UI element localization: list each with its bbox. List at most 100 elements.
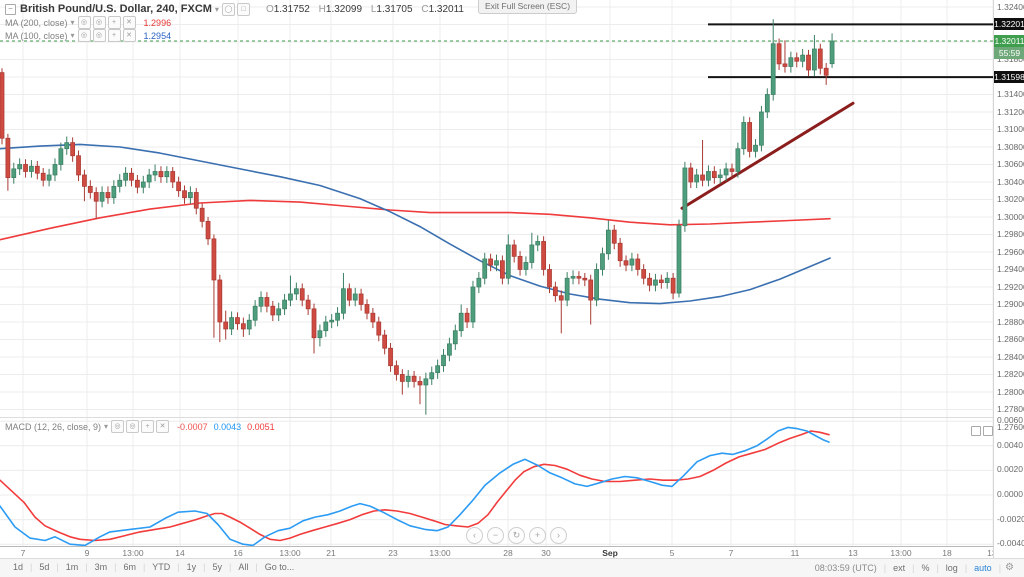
range-ytd[interactable]: YTD — [152, 562, 171, 572]
range-all[interactable]: All — [238, 562, 249, 572]
indicator-ma100[interactable]: MA (100, close) ▾ ◎ ◎ + ✕ 1.2954 — [5, 29, 172, 42]
price-tick-label: 1.28600 — [997, 334, 1024, 345]
candle-body — [229, 317, 234, 330]
eye-icon[interactable]: ◎ — [111, 420, 125, 433]
maximize-indicator-icon[interactable] — [983, 426, 993, 436]
candle-body — [270, 305, 276, 316]
price-tick-label: 1.31000 — [997, 124, 1024, 135]
collapse-pane-icon[interactable]: − — [5, 3, 16, 15]
candle-body — [470, 286, 476, 323]
plus-icon[interactable]: + — [107, 29, 121, 42]
candle-body — [806, 54, 811, 71]
candle-body — [217, 279, 223, 323]
candle-body — [364, 304, 370, 314]
indicator-macd[interactable]: MACD (12, 26, close, 9) ▾ ◎ ◎ + ✕ -0.0007 0.… — [5, 420, 275, 433]
candle-body — [753, 144, 758, 152]
candle-body — [335, 312, 340, 321]
range-1d[interactable]: 1d — [13, 562, 24, 572]
chevron-down-icon[interactable]: ▾ — [70, 31, 75, 40]
candle-body — [188, 192, 193, 199]
ext-hours-toggle[interactable]: ext — [893, 562, 906, 573]
time-tick-label: 16 — [233, 548, 243, 558]
candle-body — [594, 269, 599, 301]
candle-body — [617, 242, 623, 262]
candle-body — [770, 43, 776, 95]
ma100-line[interactable] — [0, 143, 831, 305]
macd-tick-label: 0.0020 — [997, 464, 1023, 475]
time-tick-label: 11 — [790, 548, 800, 558]
price-tick-label: 1.29000 — [997, 299, 1024, 310]
range-1m[interactable]: 1m — [65, 562, 79, 572]
collapse-indicator-icon[interactable] — [971, 426, 981, 436]
exit-fullscreen-button[interactable]: Exit Full Screen (ESC) — [478, 0, 578, 14]
candle-body — [517, 255, 523, 270]
candle-body — [729, 168, 735, 172]
low-value: 1.31705 — [376, 3, 413, 15]
eye-icon[interactable]: ◎ — [77, 16, 91, 29]
candle-body — [829, 40, 835, 65]
zoom-out-button[interactable]: − — [487, 527, 504, 544]
candle-body — [29, 165, 34, 172]
candle-body — [588, 279, 594, 301]
range-5d[interactable]: 5d — [39, 562, 50, 572]
candle-body — [211, 238, 217, 281]
settings-icon[interactable]: ◎ — [92, 29, 106, 42]
chevron-down-icon[interactable]: ▾ — [214, 4, 219, 14]
range-6m[interactable]: 6m — [123, 562, 136, 572]
time-axis[interactable]: 7 9 13:00 14 16 13:00 21 23 13:00 28 30 Sep 5 7 11 13 13… — [0, 546, 993, 559]
reset-chart-button[interactable]: ↻ — [508, 527, 525, 544]
candle-body — [370, 312, 376, 323]
candle-body — [276, 308, 282, 316]
candle-body — [629, 258, 635, 266]
ma200-line[interactable] — [0, 199, 831, 241]
candle-body — [411, 375, 417, 382]
range-5y[interactable]: 5y — [212, 562, 223, 572]
settings-icon[interactable]: ◎ — [126, 420, 140, 433]
delete-icon[interactable]: ✕ — [122, 29, 136, 42]
macd-signal-line[interactable] — [0, 430, 830, 542]
scroll-right-button[interactable]: › — [550, 527, 567, 544]
price-tick-label: 1.30000 — [997, 211, 1024, 222]
macd-tick-label: 0.0040 — [997, 439, 1023, 450]
macd-tick-label: -0.0020 — [997, 513, 1024, 524]
delete-icon[interactable]: ✕ — [156, 420, 170, 433]
indicator-ma200[interactable]: MA (200, close) ▾ ◎ ◎ + ✕ 1.2996 — [5, 16, 172, 29]
range-3m[interactable]: 3m — [94, 562, 108, 572]
eye-icon[interactable]: ◎ — [77, 29, 91, 42]
price-tick-label: 1.31200 — [997, 106, 1024, 117]
compare-icon[interactable]: ◯ — [221, 2, 235, 16]
price-pane[interactable] — [0, 0, 993, 417]
price-tick-label: 1.28800 — [997, 316, 1024, 327]
candle-body — [146, 174, 152, 183]
delete-icon[interactable]: ✕ — [122, 16, 136, 29]
range-1y[interactable]: 1y — [186, 562, 197, 572]
candle-body — [23, 164, 28, 172]
clock[interactable]: 08:03:59 (UTC) — [814, 562, 877, 573]
settings-icon[interactable]: ◎ — [92, 16, 106, 29]
auto-scale-toggle[interactable]: auto — [974, 562, 992, 573]
candle-body — [482, 258, 488, 279]
zoom-in-button[interactable]: + — [529, 527, 546, 544]
scroll-left-button[interactable]: ‹ — [466, 527, 483, 544]
candle-body — [240, 323, 246, 330]
chevron-down-icon[interactable]: ▾ — [70, 18, 75, 27]
plus-icon[interactable]: + — [107, 16, 121, 29]
time-tick-label: 13:00 — [429, 548, 451, 558]
plus-icon[interactable]: + — [141, 420, 155, 433]
current-price-label: 1.32011 — [994, 35, 1024, 48]
log-scale-toggle[interactable]: log — [945, 562, 958, 573]
goto-date-button[interactable]: Go to... — [264, 562, 295, 572]
candle-body — [117, 179, 123, 187]
chevron-down-icon[interactable]: ▾ — [104, 422, 109, 431]
macd-line[interactable] — [0, 426, 830, 547]
price-axis[interactable]: 1.32400 1.31800 1.31400 1.31200 1.31000 1.308… — [993, 0, 1024, 558]
gear-icon[interactable]: ⚙ — [1005, 562, 1014, 573]
style-icon[interactable]: □ — [236, 2, 250, 16]
trend-line[interactable] — [680, 101, 855, 210]
candle-body — [558, 295, 564, 301]
symbol-title[interactable]: British Pound/U.S. Dollar, 240, FXCM — [20, 3, 212, 15]
percent-scale-toggle[interactable]: % — [921, 562, 930, 573]
price-tick-label: 1.29400 — [997, 264, 1024, 275]
candle-body — [99, 192, 105, 202]
candle-body — [706, 171, 711, 181]
